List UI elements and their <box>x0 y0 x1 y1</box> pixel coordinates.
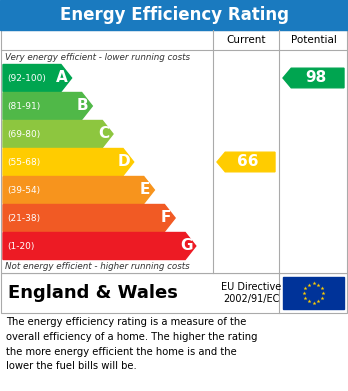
Text: D: D <box>118 154 130 170</box>
Text: (55-68): (55-68) <box>7 158 40 167</box>
Polygon shape <box>3 176 155 203</box>
Polygon shape <box>3 65 72 91</box>
Text: (92-100): (92-100) <box>7 74 46 83</box>
Polygon shape <box>3 93 92 120</box>
Text: E: E <box>140 183 150 197</box>
Text: (39-54): (39-54) <box>7 185 40 194</box>
Polygon shape <box>3 120 113 147</box>
Bar <box>283 277 344 309</box>
Text: Not energy efficient - higher running costs: Not energy efficient - higher running co… <box>5 262 190 271</box>
Text: The energy efficiency rating is a measure of the
overall efficiency of a home. T: The energy efficiency rating is a measur… <box>6 317 258 371</box>
Text: F: F <box>160 210 171 226</box>
Text: EU Directive
2002/91/EC: EU Directive 2002/91/EC <box>221 282 281 304</box>
Text: (81-91): (81-91) <box>7 102 40 111</box>
Polygon shape <box>283 68 344 88</box>
Text: (21-38): (21-38) <box>7 213 40 222</box>
Text: Potential: Potential <box>291 35 337 45</box>
Text: Energy Efficiency Rating: Energy Efficiency Rating <box>60 6 288 24</box>
Text: Very energy efficient - lower running costs: Very energy efficient - lower running co… <box>5 52 190 61</box>
Bar <box>0 0 348 30</box>
Text: G: G <box>180 239 192 253</box>
Polygon shape <box>3 204 175 231</box>
Text: England & Wales: England & Wales <box>8 284 178 302</box>
Text: 66: 66 <box>237 154 259 170</box>
Polygon shape <box>3 149 134 176</box>
Text: (1-20): (1-20) <box>7 242 34 251</box>
Text: (69-80): (69-80) <box>7 129 40 138</box>
Text: Current: Current <box>226 35 266 45</box>
Text: A: A <box>56 70 68 86</box>
Polygon shape <box>217 152 275 172</box>
Bar <box>1 30 347 273</box>
Polygon shape <box>3 233 196 260</box>
Text: B: B <box>77 99 88 113</box>
Text: 98: 98 <box>305 70 326 86</box>
Text: C: C <box>98 127 109 142</box>
Bar <box>1 273 347 313</box>
